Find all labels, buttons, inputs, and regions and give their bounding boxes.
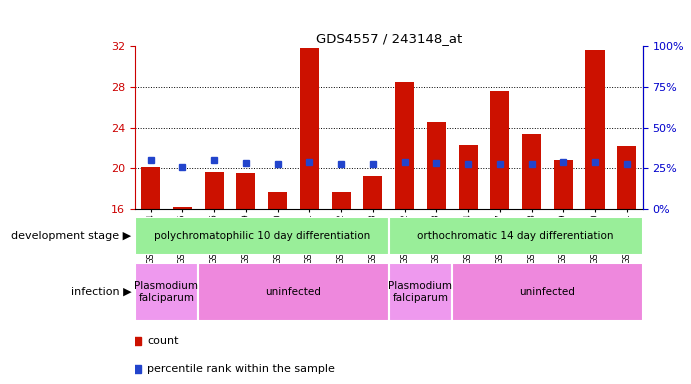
Bar xyxy=(388,217,643,255)
Bar xyxy=(585,50,605,209)
Text: uninfected: uninfected xyxy=(265,287,321,297)
Bar xyxy=(452,263,643,321)
Bar xyxy=(388,263,452,321)
Text: count: count xyxy=(147,336,179,346)
Text: uninfected: uninfected xyxy=(520,287,576,297)
Bar xyxy=(522,134,541,209)
Bar xyxy=(459,145,477,209)
Bar xyxy=(173,207,192,209)
Bar xyxy=(332,192,350,209)
Bar xyxy=(363,175,382,209)
Text: development stage ▶: development stage ▶ xyxy=(11,231,131,241)
Bar xyxy=(553,161,573,209)
Bar xyxy=(135,263,198,321)
Bar xyxy=(617,146,636,209)
Text: Plasmodium
falciparum: Plasmodium falciparum xyxy=(135,281,198,303)
Bar xyxy=(236,172,256,209)
Bar xyxy=(427,122,446,209)
Bar xyxy=(198,263,388,321)
Text: Plasmodium
falciparum: Plasmodium falciparum xyxy=(388,281,453,303)
Bar xyxy=(268,192,287,209)
Text: percentile rank within the sample: percentile rank within the sample xyxy=(147,364,335,374)
Bar xyxy=(395,82,414,209)
Text: polychromatophilic 10 day differentiation: polychromatophilic 10 day differentiatio… xyxy=(153,231,370,241)
Bar xyxy=(205,172,224,209)
Bar xyxy=(300,48,319,209)
Text: infection ▶: infection ▶ xyxy=(70,287,131,297)
Bar xyxy=(135,217,388,255)
Bar xyxy=(490,91,509,209)
Title: GDS4557 / 243148_at: GDS4557 / 243148_at xyxy=(316,32,462,45)
Bar xyxy=(141,167,160,209)
Text: orthochromatic 14 day differentiation: orthochromatic 14 day differentiation xyxy=(417,231,614,241)
